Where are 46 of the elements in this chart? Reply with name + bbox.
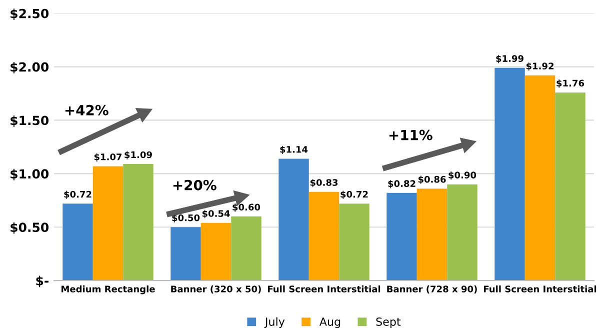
bar <box>62 204 93 281</box>
bar <box>386 192 417 281</box>
bar <box>123 164 154 281</box>
annotation: +20% <box>173 180 216 190</box>
legend-label: July <box>264 317 285 328</box>
legend-label: Aug <box>319 318 340 328</box>
x-tick-label: Full Screen Interstitial <box>268 285 380 292</box>
x-tick-label: Full Screen Interstitial <box>484 285 596 292</box>
bar <box>339 204 370 281</box>
x-tick-label: Medium Rectangle <box>62 285 155 294</box>
bar <box>92 166 124 281</box>
data-label: $1.07 <box>94 153 122 162</box>
bar <box>308 192 340 281</box>
data-label: $0.86 <box>418 176 446 184</box>
y-tick-label: $1.00 <box>10 168 49 180</box>
data-label: $0.60 <box>232 204 260 212</box>
data-label: $1.14 <box>280 146 308 154</box>
data-label: $0.72 <box>340 190 368 199</box>
bar <box>524 75 556 281</box>
y-tick-label: $2.00 <box>10 62 49 74</box>
data-label: $0.50 <box>172 214 200 222</box>
data-label: $0.72 <box>64 190 92 199</box>
bar <box>447 184 478 281</box>
x-tick-label: Banner (728 x 90) <box>387 285 477 294</box>
data-label: $0.90 <box>448 171 476 180</box>
y-tick-label: $- <box>36 276 48 288</box>
y-tick-label: $2.50 <box>10 8 49 20</box>
bar <box>416 188 448 281</box>
data-label: $0.83 <box>310 178 338 188</box>
bar <box>278 158 309 281</box>
data-label: $1.76 <box>556 80 584 88</box>
bar <box>170 227 201 281</box>
bar <box>555 92 586 281</box>
y-tick-label: $0.50 <box>10 222 49 234</box>
data-label: $1.09 <box>124 151 152 160</box>
y-tick-label: $1.50 <box>10 115 49 127</box>
bar <box>200 222 232 281</box>
data-label: $0.54 <box>202 210 230 218</box>
annotation: +42% <box>65 104 108 116</box>
bar <box>494 68 525 281</box>
annotation: +11% <box>389 130 432 140</box>
x-tick-label: Banner (320 x 50) <box>171 285 261 294</box>
data-label: $1.92 <box>526 62 554 71</box>
legend-label: Sept <box>376 317 401 328</box>
data-label: $0.82 <box>388 180 416 188</box>
data-label: $1.99 <box>496 54 524 64</box>
